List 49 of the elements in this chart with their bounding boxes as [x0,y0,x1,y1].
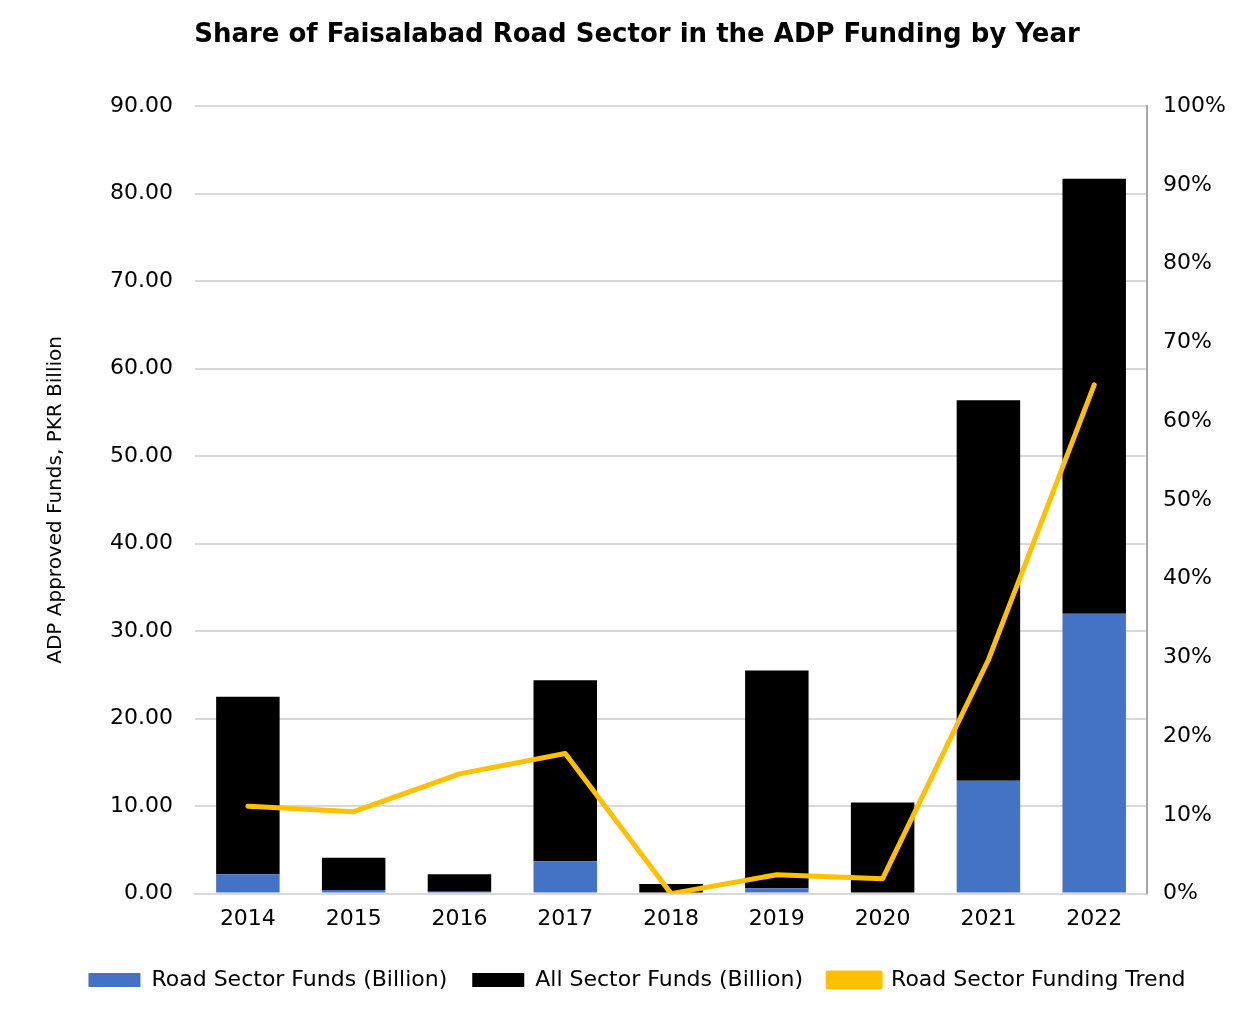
bar [1062,178,1126,614]
x-tick-label: 2021 [960,904,1017,930]
y-tick-label: 60.00 [110,354,173,380]
bar [745,670,809,889]
bar [1062,613,1126,893]
y2-tick-label: 10% [1163,800,1213,826]
y2-tick-label: 20% [1163,721,1213,747]
y2-tick-label: 0% [1163,879,1199,905]
legend-label: Road Sector Funding Trend [891,965,1186,991]
legend-label: All Sector Funds (Billion) [535,965,804,991]
bar [216,874,280,893]
bar [427,874,492,892]
bar [533,680,597,862]
x-tick-label: 2018 [643,904,700,930]
bar [850,802,915,893]
x-tick-label: 2015 [325,904,382,930]
y-tick-label: 30.00 [110,616,173,642]
bar [956,400,1021,781]
bar [321,890,386,893]
y2-tick-label: 60% [1163,406,1213,432]
x-tick-label: 2022 [1066,904,1123,930]
chart-title: Share of Faisalabad Road Sector in the ADP Funding by Year [194,18,1081,49]
bar [533,861,597,893]
y-axis-title: ADP Approved Funds, PKR Billion [42,336,67,664]
y-tick-label: 20.00 [110,704,173,730]
y-tick-label: 50.00 [110,441,173,467]
x-tick-label: 2017 [537,904,594,930]
bar [216,696,280,875]
bar [956,780,1021,893]
y-tick-label: 40.00 [110,529,173,555]
y2-tick-label: 70% [1163,328,1213,354]
y-tick-label: 10.00 [110,791,173,817]
y2-tick-label: 50% [1163,485,1213,511]
y2-tick-label: 100% [1163,91,1227,117]
x-tick-label: 2014 [219,904,276,930]
y2-tick-label: 90% [1163,170,1213,196]
y2-tick-label: 30% [1163,643,1213,669]
y-tick-label: 70.00 [110,266,173,292]
bar [745,888,809,893]
y-tick-label: 80.00 [110,179,173,205]
y2-tick-label: 80% [1163,249,1213,275]
x-tick-label: 2019 [748,904,805,930]
x-tick-label: 2016 [431,904,488,930]
y-tick-label: 0.00 [124,879,173,905]
x-tick-label: 2020 [854,904,911,930]
legend-label: Road Sector Funds (Billion) [151,965,448,991]
bar [321,857,386,891]
y2-tick-label: 40% [1163,564,1213,590]
y-tick-label: 90.00 [110,91,173,117]
